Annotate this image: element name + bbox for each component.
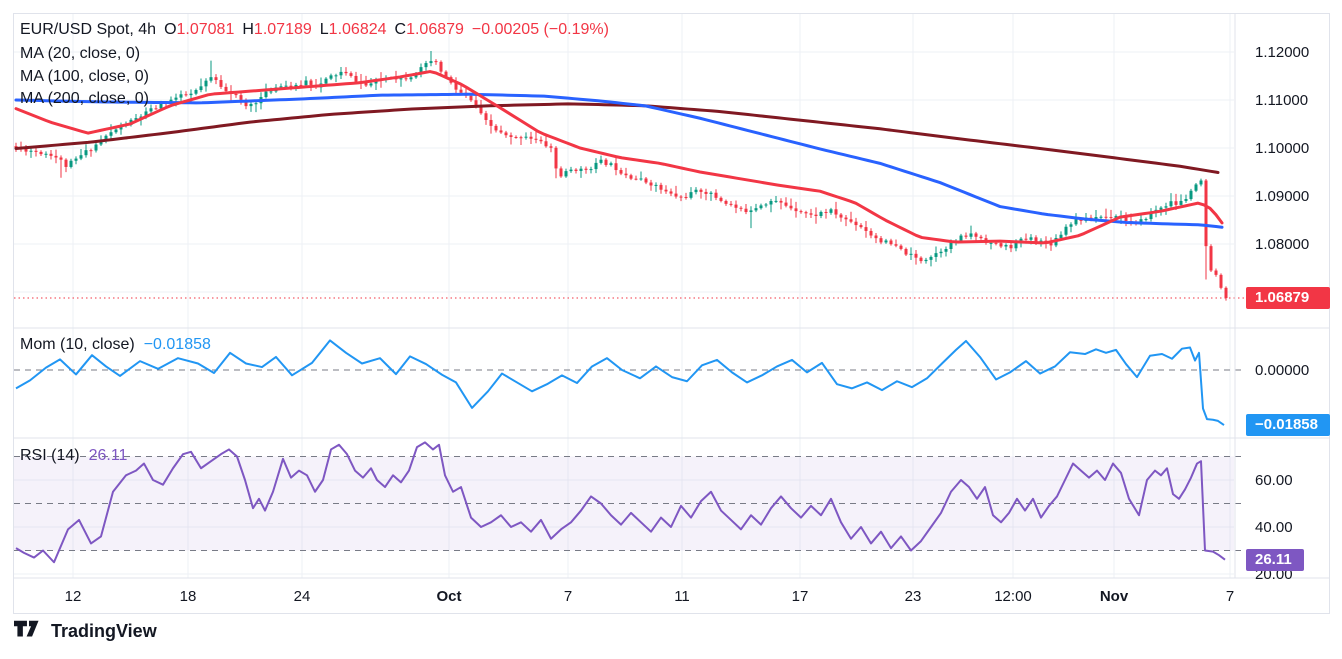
low-letter: L [319,21,329,38]
svg-text:0.00000: 0.00000 [1255,362,1309,379]
tradingview-logo[interactable]: TradingView [14,620,157,642]
svg-text:12: 12 [65,588,82,605]
svg-text:18: 18 [180,588,197,605]
close-value: 1.06879 [406,21,464,38]
close-letter: C [394,21,407,38]
momentum-legend-label: Mom (10, close) [20,336,135,353]
svg-text:40.00: 40.00 [1255,519,1293,536]
low-value: 1.06824 [328,21,387,38]
candles-layer [14,51,1228,301]
svg-text:1.09000: 1.09000 [1255,188,1309,205]
ma20-legend[interactable]: MA (20, close, 0) [20,45,140,63]
separators-layer [13,13,1330,614]
ma-lines-layer [14,70,1224,245]
high-value: 1.07189 [253,21,312,38]
svg-text:1.12000: 1.12000 [1255,44,1309,61]
svg-text:60.00: 60.00 [1255,472,1293,489]
svg-text:17: 17 [792,588,809,605]
momentum-value-label: −0.01858 [1246,414,1330,436]
svg-text:12:00: 12:00 [994,588,1032,605]
last-price-label: 1.06879 [1246,287,1330,309]
rsi-line [15,441,1226,564]
svg-text:Oct: Oct [436,588,461,605]
symbol-legend-row[interactable]: EUR/USD Spot, 4h O1.07081 H1.07189 L1.06824… [20,21,609,39]
open-value: 1.07081 [176,21,235,38]
high-letter: H [242,21,254,38]
rsi-legend-label: RSI (14) [20,447,80,464]
svg-text:24: 24 [294,588,311,605]
rsi-legend[interactable]: RSI (14) 26.11 [20,447,127,465]
svg-text:23: 23 [905,588,922,605]
ma200-legend-label: MA (200, close, 0) [20,90,149,107]
svg-text:7: 7 [564,588,572,605]
tradingview-logo-icon [14,620,39,637]
ma100-legend[interactable]: MA (100, close, 0) [20,68,149,86]
symbol-title: EUR/USD Spot, 4h [20,21,157,38]
open-letter: O [164,21,177,38]
momentum-line [15,339,1225,426]
momentum-legend[interactable]: Mom (10, close) −0.01858 [20,336,211,354]
svg-text:1.08000: 1.08000 [1255,236,1309,253]
svg-text:7: 7 [1226,588,1234,605]
ma20-legend-label: MA (20, close, 0) [20,45,141,62]
ma200-legend[interactable]: MA (200, close, 0) [20,90,149,108]
rsi-pane-layer [14,456,1242,551]
momentum-legend-value: −0.01858 [143,336,211,353]
svg-text:1.11000: 1.11000 [1255,92,1308,109]
rsi-legend-value: 26.11 [88,447,128,464]
change-value: −0.00205 (−0.19%) [471,21,609,38]
rsi-value-label: 26.11 [1246,549,1304,571]
ma100-legend-label: MA (100, close, 0) [20,68,149,85]
svg-text:1.10000: 1.10000 [1255,140,1309,157]
tradingview-logo-text: TradingView [51,620,157,641]
axis-labels-layer: 1.12000 1.11000 1.10000 1.09000 1.08000 0.000… [65,44,1310,605]
svg-text:11: 11 [674,588,690,605]
time-axis[interactable] [13,578,1235,613]
svg-text:Nov: Nov [1100,588,1129,605]
